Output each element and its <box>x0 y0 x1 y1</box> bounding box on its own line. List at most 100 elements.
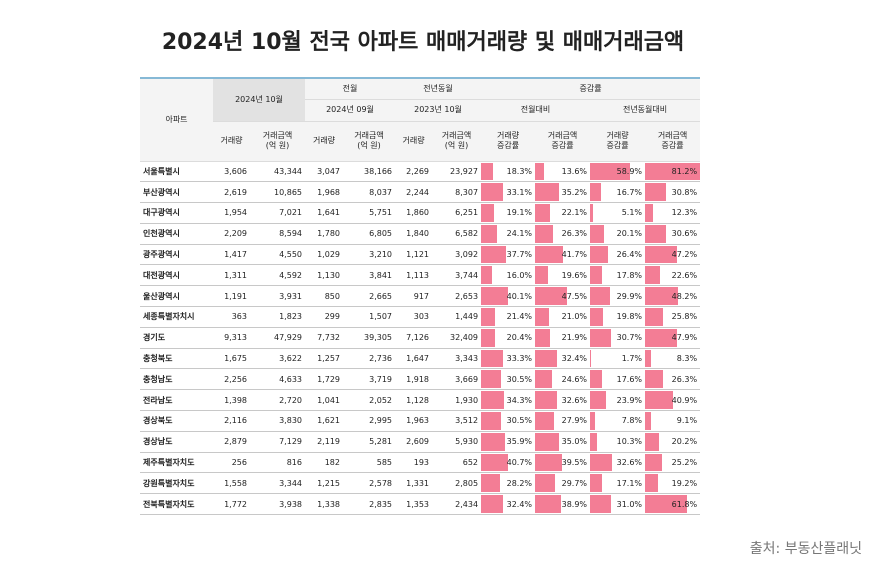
data-bar <box>645 370 663 389</box>
data-bar <box>645 432 659 451</box>
data-bar <box>481 245 507 264</box>
pct-label: 25.8% <box>671 312 698 322</box>
pct-label: 34.3% <box>506 395 533 405</box>
pct-label: 10.3% <box>616 437 643 447</box>
cell: 23,927 <box>432 161 482 183</box>
cell: 1,641 <box>305 202 343 224</box>
cell: 2,720 <box>250 389 305 412</box>
pct-label: 33.1% <box>506 187 533 197</box>
cell: 4,592 <box>250 264 305 287</box>
data-bar <box>590 308 604 326</box>
data-bar <box>481 495 503 514</box>
cell: 1,311 <box>213 264 250 287</box>
header: 아파트 <box>140 78 213 162</box>
pct-label: 19.6% <box>561 270 588 280</box>
row: 충청북도 1,675 3,622 1,257 2,736 1,647 3,343 33.3% 3… <box>140 348 701 370</box>
row: 경상남도 2,879 7,129 2,119 5,281 2,609 5,930 35.9% 3… <box>140 431 701 453</box>
data-bar <box>590 266 603 285</box>
data-bar <box>645 391 673 410</box>
data-bar <box>535 266 549 285</box>
cell: 3,343 <box>432 348 482 370</box>
data-bar <box>535 204 550 222</box>
pct-cell: 40.9% <box>645 389 701 412</box>
pct-cell: 12.3% <box>645 202 701 224</box>
cell: 2,835 <box>343 493 396 516</box>
data-bar <box>535 495 562 514</box>
data-bar <box>590 453 613 472</box>
pct-label: 40.1% <box>506 291 533 301</box>
header: 2023년 10월 <box>395 99 482 122</box>
pct-cell: 9.1% <box>645 410 701 432</box>
cell: 3,606 <box>213 161 250 183</box>
pct-cell: 32.4% <box>535 348 591 370</box>
cell: 6,582 <box>432 223 482 245</box>
cell: 2,609 <box>395 431 433 453</box>
cell: 1,029 <box>305 244 343 266</box>
pct-label: 61.8% <box>671 499 698 509</box>
cell: 816 <box>250 452 305 474</box>
pct-label: 40.9% <box>671 395 698 405</box>
cell: 2,805 <box>432 472 482 495</box>
data-bar <box>590 370 602 389</box>
pct-cell: 17.1% <box>590 472 646 495</box>
data-bar <box>590 474 602 493</box>
cell: 1,353 <box>395 493 433 516</box>
row: 전라남도 1,398 2,720 1,041 2,052 1,128 1,930 34.3% 3… <box>140 389 701 412</box>
row: 광주광역시 1,417 4,550 1,029 3,210 1,121 3,092 37.7%… <box>140 244 701 266</box>
header: 증감률 <box>481 78 701 100</box>
region: 경기도 <box>140 327 213 349</box>
cell: 3,841 <box>343 264 396 287</box>
region: 전라남도 <box>140 389 213 412</box>
pct-label: 21.4% <box>506 312 533 322</box>
cell: 1,840 <box>395 223 433 245</box>
data-bar <box>481 224 498 243</box>
data-bar <box>481 328 495 347</box>
cell: 9,313 <box>213 327 250 349</box>
pct-label: 39.5% <box>561 458 588 468</box>
pct-label: 25.2% <box>671 458 698 468</box>
pct-label: 21.0% <box>561 312 588 322</box>
cell: 1,647 <box>395 348 433 370</box>
data-bar <box>535 162 545 181</box>
data-bar <box>535 412 554 430</box>
cell: 39,305 <box>343 327 396 349</box>
pct-label: 48.2% <box>671 291 698 301</box>
cell: 1,729 <box>305 368 343 391</box>
data-table: 아파트 2024년 10월 전월 전년동월 증감률 2024년 09월 2023… <box>140 77 701 516</box>
pct-cell: 34.3% <box>481 389 536 412</box>
pct-cell: 31.0% <box>590 493 646 516</box>
pct-cell: 32.6% <box>590 452 646 474</box>
pct-label: 18.3% <box>506 166 533 176</box>
pct-cell: 38.9% <box>535 493 591 516</box>
cell: 1,621 <box>305 410 343 432</box>
data-bar <box>535 432 559 451</box>
pct-cell: 61.8% <box>645 493 701 516</box>
data-bar <box>481 432 505 451</box>
header: 거래량 <box>305 121 343 162</box>
data-bar <box>645 349 651 368</box>
pct-cell: 21.9% <box>535 327 591 349</box>
cell: 3,669 <box>432 368 482 391</box>
cell: 2,269 <box>395 161 433 183</box>
pct-label: 27.9% <box>561 416 588 426</box>
cell: 2,736 <box>343 348 396 370</box>
pct-label: 20.4% <box>506 333 533 343</box>
cell: 850 <box>305 285 343 308</box>
pct-label: 28.2% <box>506 478 533 488</box>
cell: 1,772 <box>213 493 250 516</box>
data-bar <box>481 162 494 181</box>
pct-cell: 30.5% <box>481 368 536 391</box>
cell: 1,954 <box>213 202 250 224</box>
data-bar <box>481 474 500 493</box>
pct-cell: 28.2% <box>481 472 536 495</box>
pct-label: 41.7% <box>561 250 588 260</box>
pct-label: 26.3% <box>671 374 698 384</box>
pct-label: 30.7% <box>616 333 643 343</box>
cell: 3,092 <box>432 244 482 266</box>
data-bar <box>645 204 654 222</box>
cell: 652 <box>432 452 482 474</box>
cell: 2,653 <box>432 285 482 308</box>
pct-label: 20.1% <box>616 229 643 239</box>
data-bar <box>590 412 596 430</box>
pct-cell: 29.7% <box>535 472 591 495</box>
